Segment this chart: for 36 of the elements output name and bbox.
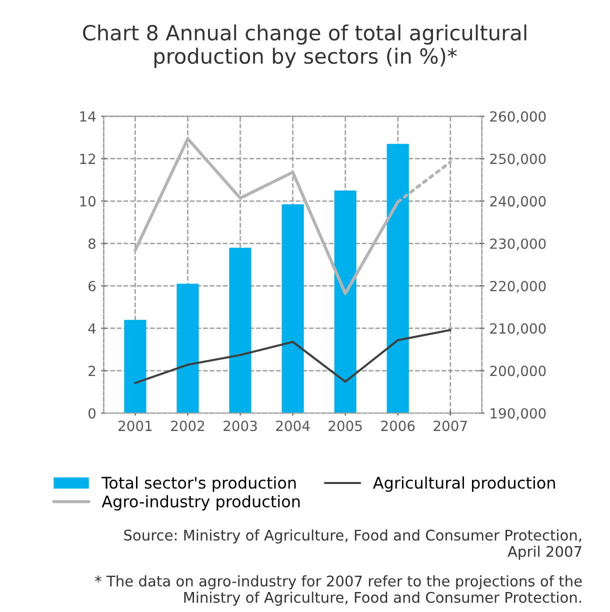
line-series <box>134 328 452 384</box>
legend-label: Agricultural production <box>372 476 555 492</box>
legend-label: Agro-industry production <box>102 495 300 511</box>
x-tick-label: 2005 <box>328 420 362 432</box>
bar <box>124 320 146 414</box>
y2-tick-label: 220,000 <box>490 280 546 293</box>
y2-tick-label: 200,000 <box>490 366 546 378</box>
y-tick-label: 6 <box>88 280 96 292</box>
y-tick-label: 12 <box>80 154 96 164</box>
y2-tick-label: 230,000 <box>490 238 546 250</box>
x-tick-label: 2006 <box>381 420 415 432</box>
source-note: Source: Ministry of Agriculture, Food and Consumer Protection, April 2007 <box>124 529 582 560</box>
x-tick-label: 2007 <box>434 420 467 432</box>
x-tick-label: 2003 <box>224 420 257 432</box>
bar <box>282 204 304 414</box>
text: * The data on agro-industry for 2007 refer to the projections of the Ministry of Agriculture, Food and Consumer Protection. <box>94 575 582 606</box>
bar <box>334 190 356 414</box>
y-tick-label: 8 <box>88 238 96 249</box>
y2-tick-label: 250,000 <box>490 154 546 166</box>
chart-title: Chart 8 Annual change of total agricultural production by sectors (in %)* <box>83 24 526 68</box>
bar <box>229 248 252 414</box>
x-tick-label: 2001 <box>118 420 152 432</box>
y2-tick-label: 190,000 <box>490 408 546 420</box>
bar <box>386 144 409 414</box>
x-tick-label: 2002 <box>171 420 204 432</box>
bar <box>176 284 199 414</box>
x-tick-label: 2004 <box>276 420 310 432</box>
y-tick-label: 14 <box>80 111 96 122</box>
legend-label: Total sector's production <box>102 476 296 492</box>
y-tick-label: 0 <box>88 408 96 419</box>
y2-tick-label: 210,000 <box>490 323 546 336</box>
y2-tick-label: 260,000 <box>490 111 546 124</box>
y-tick-label: 4 <box>88 323 96 334</box>
y-tick-label: 2 <box>88 366 96 376</box>
y2-tick-label: 240,000 <box>490 196 546 208</box>
y-tick-label: 10 <box>80 196 96 207</box>
